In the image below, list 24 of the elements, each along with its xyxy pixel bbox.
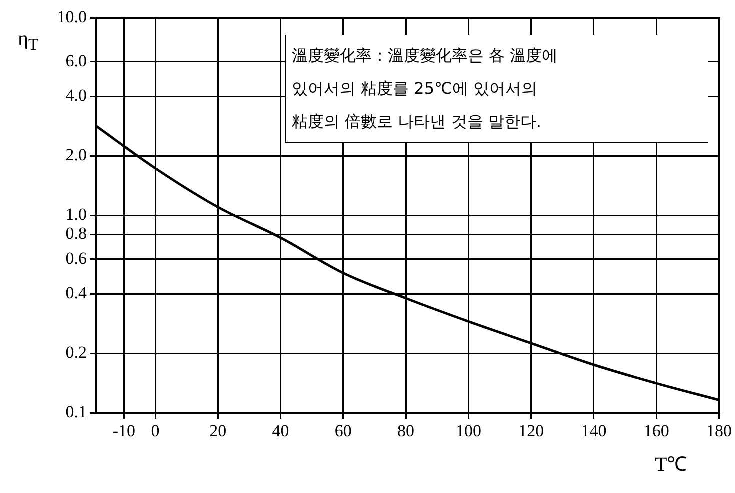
x-tick-label: 120	[518, 422, 544, 441]
y-tick-label: 4.0	[66, 86, 87, 106]
x-tick-label: -10	[112, 422, 136, 441]
x-tick-label: 40	[272, 422, 290, 441]
x-tick-label: 180	[706, 422, 732, 441]
y-tick-label: 0.8	[66, 224, 87, 244]
y-tick-label: 0.1	[66, 402, 87, 422]
note-box: 溫度變化率：溫度變化率은 各 溫度에 있어서의 粘度를 25℃에 있어서의 粘度의 倍數로 나타낸 것을 말한다.	[285, 35, 708, 143]
y-tick-label: 0.6	[66, 248, 87, 268]
y-tick-label: 0.2	[66, 343, 87, 362]
y-tick-label: 2.0	[66, 146, 87, 165]
y-tick-label: 6.0	[66, 51, 87, 70]
x-axis-title: T℃	[655, 453, 688, 477]
y-tick-label: 1.0	[66, 204, 87, 224]
y-axis-title: η$_{T}$	[18, 28, 39, 55]
x-tick-label: 0	[151, 422, 160, 441]
x-tick-label: 140	[581, 422, 607, 441]
x-tick-label: 20	[210, 422, 227, 441]
y-tick-label: 10.0	[57, 7, 87, 26]
x-tick-label: 80	[398, 422, 415, 441]
x-tick-label: 100	[456, 422, 482, 441]
x-tick-label: 160	[644, 422, 670, 441]
y-tick-label: 0.4	[66, 284, 88, 303]
x-tick-label: 60	[334, 422, 352, 441]
